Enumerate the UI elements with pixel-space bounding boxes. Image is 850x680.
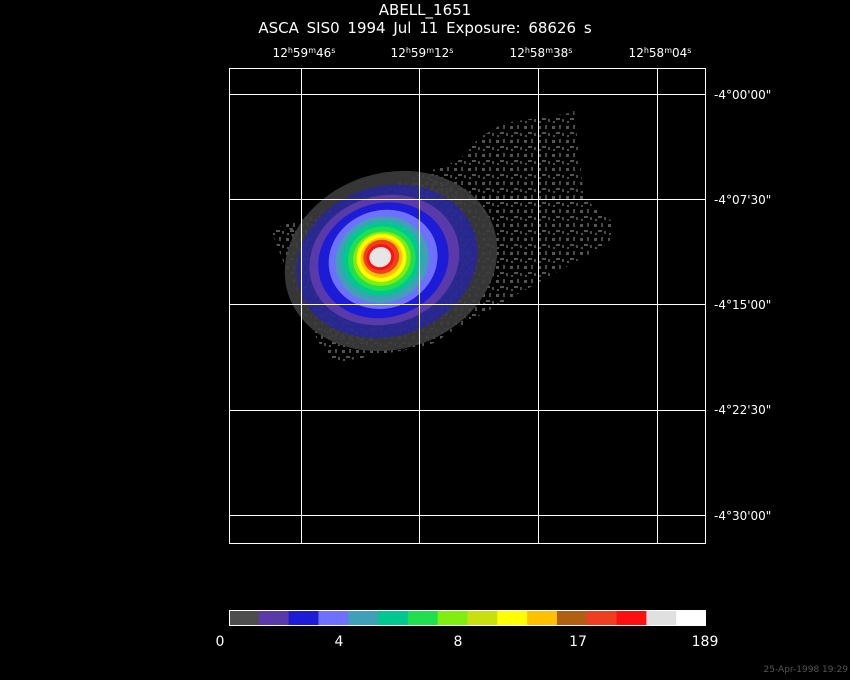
color-scale-swatch bbox=[437, 611, 468, 625]
plot-frame bbox=[229, 68, 706, 544]
color-scale-swatch bbox=[497, 611, 528, 625]
color-scale-swatch bbox=[378, 611, 409, 625]
color-scale-label: 189 bbox=[691, 634, 719, 650]
dec-tick-label: -4°00'00" bbox=[714, 88, 772, 102]
dec-tick-label: -4°30'00" bbox=[714, 509, 772, 523]
color-scale-swatch bbox=[646, 611, 677, 625]
color-scale-swatch bbox=[229, 611, 260, 625]
color-scale-swatch bbox=[407, 611, 439, 625]
dec-tick-label: -4°15'00" bbox=[714, 298, 772, 312]
color-scale-swatch bbox=[258, 611, 290, 625]
color-scale-swatch bbox=[616, 611, 647, 625]
image-subtitle: ASCA SIS0 1994 Jul 11 Exposure: 68626 s bbox=[258, 19, 592, 37]
color-scale-swatch bbox=[556, 611, 588, 625]
ra-tick-label: 12h58m04s bbox=[628, 46, 692, 60]
color-scale-label: 4 bbox=[334, 634, 344, 650]
color-scale-swatch bbox=[288, 611, 319, 625]
color-scale-bar bbox=[229, 610, 706, 626]
color-scale-label: 8 bbox=[453, 634, 463, 650]
ra-tick-label: 12h59m12s bbox=[390, 46, 454, 60]
color-scale-swatch bbox=[527, 611, 558, 625]
color-scale-frame bbox=[229, 610, 706, 626]
dec-tick-label: -4°07'30" bbox=[714, 193, 772, 207]
color-scale-label: 0 bbox=[215, 634, 225, 650]
ra-tick-label: 12h59m46s bbox=[272, 46, 336, 60]
coordinate-grid bbox=[229, 68, 706, 544]
cluster-emission bbox=[284, 170, 498, 352]
color-scale-swatch bbox=[676, 611, 706, 625]
dec-tick-label: -4°22'30" bbox=[714, 403, 772, 417]
ra-tick-label: 12h58m38s bbox=[509, 46, 573, 60]
render-timestamp: 25-Apr-1998 19:29 bbox=[763, 665, 848, 675]
color-scale-swatch bbox=[586, 611, 618, 625]
color-scale-swatch bbox=[467, 611, 498, 625]
image-title: ABELL_1651 bbox=[378, 1, 472, 19]
color-scale-swatch bbox=[318, 611, 349, 625]
xray-image-panel bbox=[229, 68, 706, 544]
color-scale-label: 17 bbox=[569, 634, 587, 650]
color-scale-swatch bbox=[348, 611, 379, 625]
